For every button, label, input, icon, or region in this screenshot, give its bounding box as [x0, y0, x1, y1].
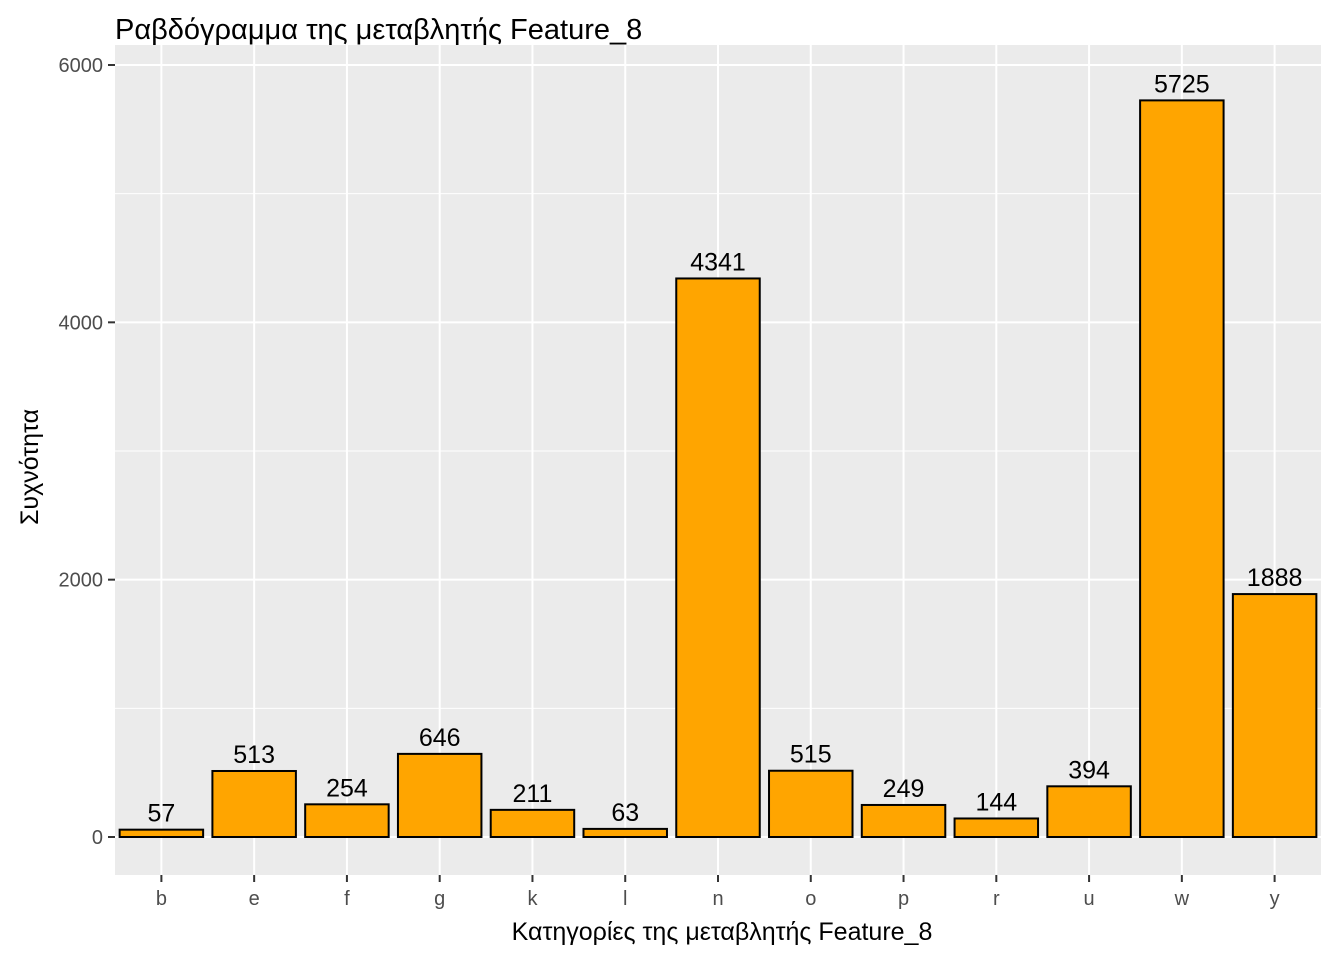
data-label-p: 249 — [883, 775, 925, 803]
bar-o — [768, 769, 854, 839]
data-labels: 57 513 254 646 211 63 4341 515 249 144 394 5725 1888 — [147, 70, 1302, 827]
x-tick-label-n: n — [712, 888, 723, 910]
bar-b — [118, 828, 205, 839]
data-label-g: 646 — [419, 724, 461, 752]
data-label-r: 144 — [975, 788, 1017, 816]
data-label-f: 254 — [326, 774, 368, 802]
y-axis: 0 2000 4000 6000 — [59, 55, 115, 849]
y-axis-title: Συχνότητα — [16, 409, 44, 525]
chart-title: Ραβδόγραμμα της μεταβλητής Feature_8 — [115, 14, 642, 46]
y-tick-label: 2000 — [59, 570, 104, 592]
x-tick-label-l: l — [623, 888, 627, 910]
x-tick-label-o: o — [805, 888, 816, 910]
data-label-w: 5725 — [1154, 70, 1210, 98]
x-axis-title: Κατηγορίες της μεταβλητής Feature_8 — [512, 918, 933, 946]
x-tick-label-g: g — [434, 888, 445, 910]
bar-w — [1139, 99, 1225, 838]
y-tick-label: 0 — [92, 827, 103, 849]
x-tick-label-p: p — [898, 888, 909, 910]
data-label-b: 57 — [147, 800, 175, 828]
bar-y — [1231, 593, 1318, 838]
bar-e — [211, 769, 297, 839]
bar-r — [953, 817, 1040, 838]
data-label-e: 513 — [233, 741, 275, 769]
data-label-y: 1888 — [1247, 564, 1303, 592]
x-tick-label-r: r — [993, 888, 1000, 910]
y-tick-label: 4000 — [59, 312, 104, 334]
bar-n — [675, 277, 761, 838]
data-label-o: 515 — [790, 741, 832, 769]
x-tick-label-y: y — [1270, 888, 1280, 910]
bar-k — [489, 808, 576, 838]
x-tick-label-e: e — [249, 888, 260, 910]
data-label-u: 394 — [1068, 756, 1110, 784]
x-tick-label-f: f — [344, 888, 350, 910]
bars — [118, 99, 1318, 839]
x-tick-label-k: k — [527, 888, 538, 910]
x-tick-label-u: u — [1084, 888, 1095, 910]
bar-f — [304, 803, 390, 838]
y-tick-label: 6000 — [59, 55, 104, 77]
data-label-l: 63 — [611, 799, 639, 827]
data-label-n: 4341 — [690, 248, 746, 276]
data-label-k: 211 — [513, 780, 553, 808]
bar-g — [396, 752, 483, 839]
bar-l — [582, 827, 668, 838]
x-tick-label-w: w — [1174, 888, 1190, 910]
x-tick-label-b: b — [156, 888, 167, 910]
bar-u — [1046, 785, 1132, 839]
bar-p — [860, 803, 947, 838]
